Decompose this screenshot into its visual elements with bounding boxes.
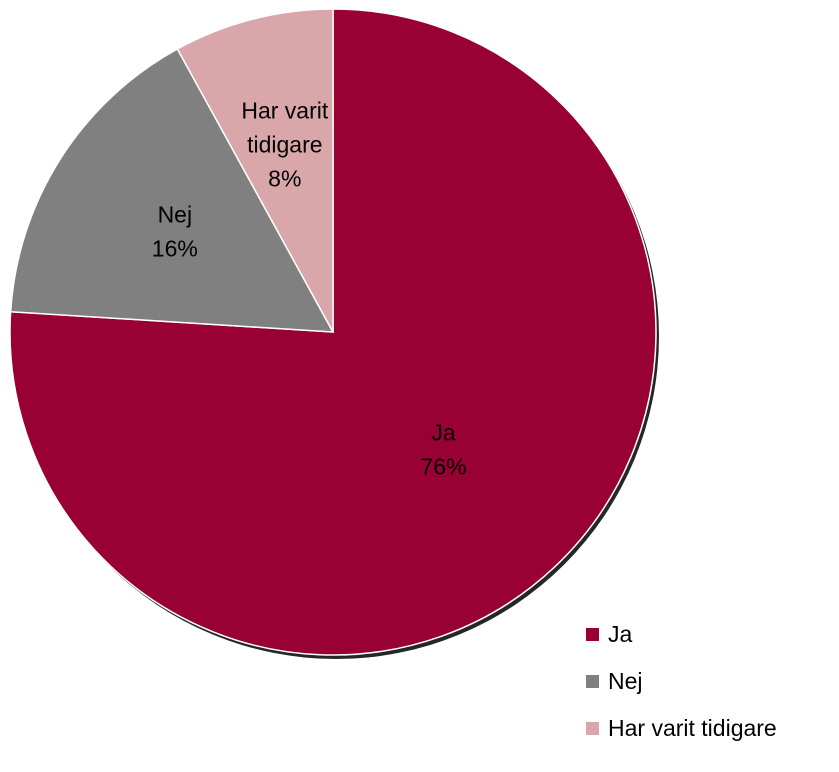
- legend-label-ja: Ja: [608, 621, 633, 647]
- pie-data-label-line: Ja: [431, 420, 456, 446]
- pie-slice-har-varit-tidigare: [176, 8, 334, 333]
- legend-item-har-varit-tidigare: Har varit tidigare: [586, 716, 777, 740]
- legend-item-nej: Nej: [586, 669, 777, 693]
- legend-label-nej: Nej: [608, 668, 643, 694]
- pie-slices: [9, 8, 657, 656]
- legend-label-har-varit-tidigare: Har varit tidigare: [608, 715, 777, 741]
- pie-data-label-line: 16%: [152, 236, 198, 262]
- pie-data-labels: Ja 76% Nej 16% Har varit tidigare 8%: [152, 97, 467, 479]
- pie-data-label-line: Har varit: [241, 97, 329, 123]
- legend: Ja Nej Har varit tidigare: [586, 622, 777, 763]
- legend-swatch-nej: [586, 674, 599, 688]
- legend-swatch-har-varit-tidigare: [586, 721, 599, 735]
- pie-data-label-line: 8%: [268, 165, 301, 191]
- pie-data-label-line: tidigare: [247, 131, 322, 157]
- legend-swatch-ja: [586, 627, 599, 641]
- pie-data-label-line: Nej: [158, 202, 193, 228]
- pie-data-label-ja: Ja 76%: [421, 420, 467, 480]
- pie-data-label-line: 76%: [421, 454, 467, 480]
- legend-item-ja: Ja: [586, 622, 777, 646]
- pie-data-label-har-varit-tidigare: Har varit tidigare 8%: [241, 97, 329, 191]
- pie-data-label-nej: Nej 16%: [152, 202, 198, 262]
- pie-slice-nej: [9, 47, 335, 333]
